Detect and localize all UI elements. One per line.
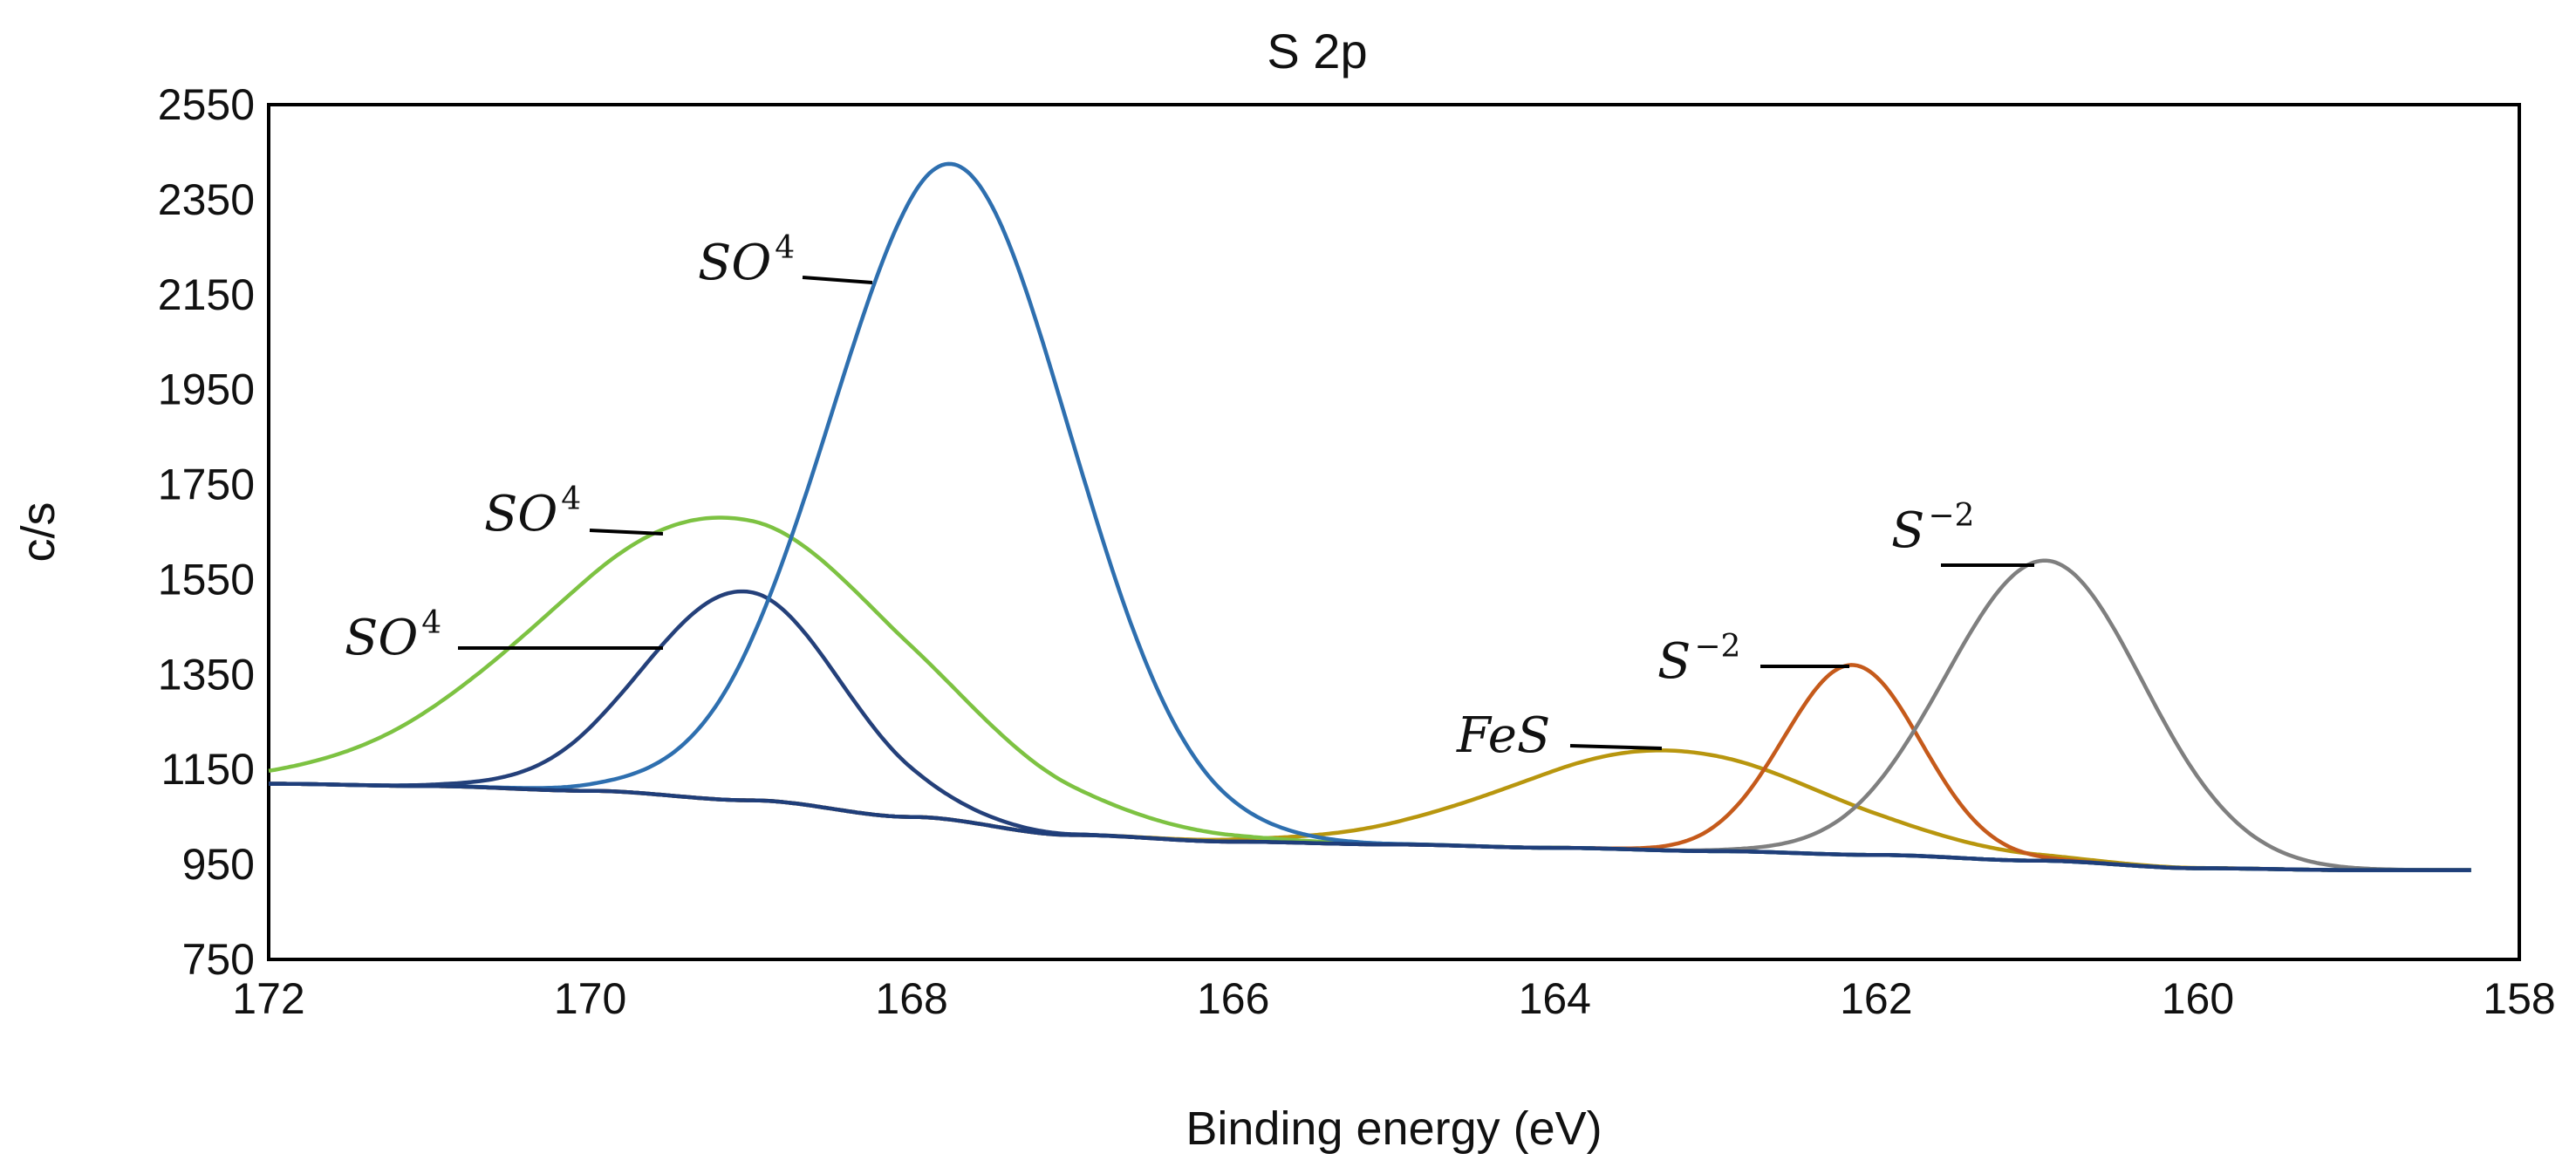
y-tick-label: 1550	[158, 555, 255, 604]
annotation-peak-so4-dark: SO 4	[345, 605, 441, 666]
y-tick-label: 2150	[158, 270, 255, 319]
series-curves	[268, 161, 2471, 872]
peak-so4-green-curve	[268, 515, 2471, 872]
x-axis-title: Binding energy (eV)	[1186, 1102, 1602, 1155]
y-axis-title: c/s	[12, 502, 65, 562]
plot-area	[267, 103, 2521, 961]
annotation-peak-so4-green: SO 4	[484, 481, 581, 543]
x-tick-label: 170	[554, 974, 626, 1023]
annotation-peak-s2-orange: S −2	[1657, 629, 1740, 690]
peak-fes-curve	[269, 748, 2471, 872]
y-tick-label: 1150	[161, 745, 255, 794]
y-tick-label: 2550	[158, 80, 255, 129]
annotation-leader-line	[589, 529, 664, 536]
peak-annotations: SO 4 SO 4 SO 4 FeS S −2 S −2	[345, 230, 2034, 764]
annotation-peak-s2-gray: S −2	[1891, 498, 1974, 559]
peak-so4-main-curve	[269, 161, 2471, 872]
peak-s2-orange-curve	[269, 663, 2471, 872]
x-tick-label: 168	[875, 974, 947, 1023]
x-tick-label: 162	[1840, 974, 1912, 1023]
x-tick-label: 172	[232, 974, 304, 1023]
x-tick-label: 158	[2483, 974, 2555, 1023]
y-tick-label: 1950	[158, 365, 255, 414]
y-tick-label: 1750	[158, 461, 255, 509]
annotation-leader-line	[1569, 744, 1663, 750]
y-tick-label: 2350	[158, 175, 255, 224]
chart-title: S 2p	[1267, 24, 1367, 78]
x-tick-label: 166	[1197, 974, 1269, 1023]
annotation-peak-fes: FeS	[1456, 707, 1550, 764]
x-axis: 172 170 168 166 164 162 160 158	[232, 974, 2555, 1023]
annotation-leader-line	[802, 276, 873, 284]
annotation-peak-so4-main: SO 4	[698, 230, 795, 291]
y-tick-label: 950	[182, 840, 255, 889]
x-tick-label: 164	[1519, 974, 1591, 1023]
y-axis: 750 950 1150 1350 1550 1750 1950 2150 2350 2550	[158, 80, 255, 984]
y-tick-label: 1350	[158, 650, 255, 699]
x-tick-label: 160	[2162, 974, 2234, 1023]
y-tick-label: 750	[182, 935, 255, 984]
peak-s2-gray-curve	[269, 558, 2471, 872]
background-baseline	[269, 781, 2471, 872]
